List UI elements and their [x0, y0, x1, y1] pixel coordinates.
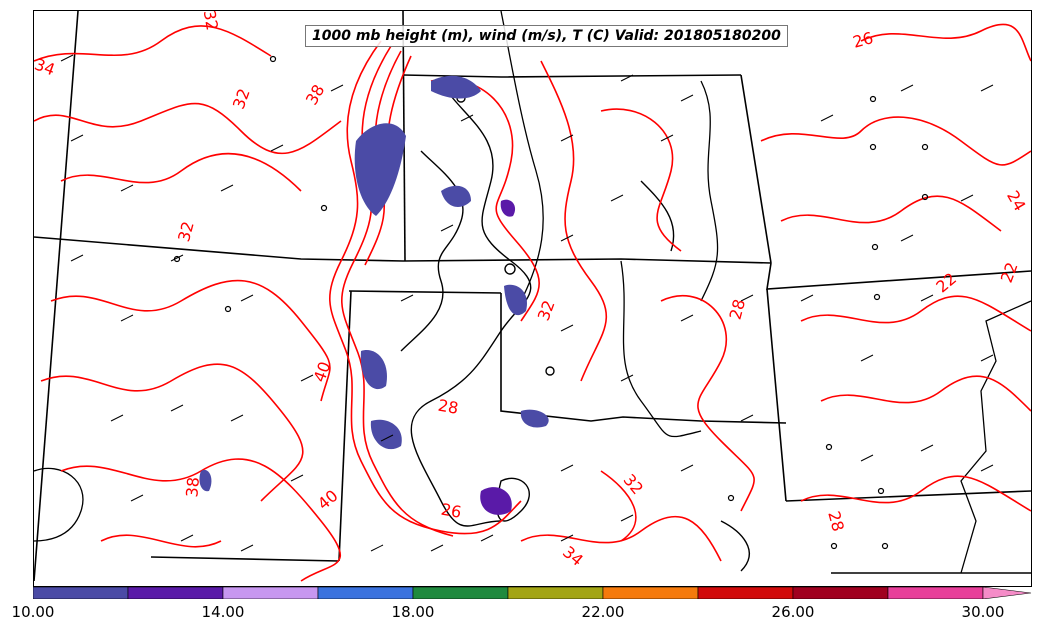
contour-label: 24 — [1003, 187, 1030, 214]
contour-label: 38 — [182, 476, 203, 498]
contour-label: 32 — [620, 470, 648, 498]
colorbar-tick-label: 22.00 — [581, 603, 625, 621]
temperature-contours — [34, 23, 1031, 582]
contour-label: 28 — [725, 297, 749, 322]
colorbar-tick-label: 14.00 — [201, 603, 245, 621]
colorbar-segment — [602, 587, 699, 599]
colorbar-segment — [412, 587, 509, 599]
contour-label: 32 — [229, 86, 254, 112]
colorbar-tick-label: 26.00 — [771, 603, 815, 621]
contour-label: 32 — [200, 11, 222, 32]
calm-wind-markers — [173, 55, 929, 550]
colorbar-tick-label: 18.00 — [391, 603, 435, 621]
colorbar — [33, 587, 1032, 599]
map-panel: 32 34 32 38 32 40 38 40 28 26 32 34 32 2… — [33, 10, 1032, 587]
contour-label: 26 — [851, 28, 876, 52]
contour-label: 34 — [34, 55, 58, 80]
contour-label: 22 — [932, 269, 960, 297]
contour-label: 32 — [174, 219, 198, 244]
colorbar-segment — [127, 587, 224, 599]
colorbar-segment — [697, 587, 794, 599]
contour-label: 28 — [824, 509, 848, 534]
colorbar-segment — [507, 587, 604, 599]
colorbar-segment — [222, 587, 319, 599]
map-title: 1000 mb height (m), wind (m/s), T (C) Va… — [305, 25, 788, 47]
contour-label: 22 — [997, 260, 1022, 286]
colorbar-extend-arrow — [982, 587, 1032, 599]
colorbar-tick-label: 30.00 — [961, 603, 1005, 621]
contour-label: 28 — [437, 396, 460, 418]
colorbar-segment — [33, 587, 129, 599]
wind-barbs — [60, 54, 994, 552]
colorbar-segment — [887, 587, 984, 599]
contour-label: 38 — [302, 81, 329, 108]
contour-label: 40 — [314, 486, 342, 514]
contour-labels: 32 34 32 38 32 40 38 40 28 26 32 34 32 2… — [34, 11, 1030, 570]
height-contours — [400, 93, 750, 572]
contour-label: 34 — [559, 542, 587, 570]
contour-label: 26 — [440, 500, 463, 522]
shaded-field — [199, 75, 549, 515]
colorbar-tick-label: 10.00 — [11, 603, 55, 621]
state-boundaries — [34, 11, 1031, 582]
colorbar-segments — [33, 587, 1032, 599]
colorbar-segment — [792, 587, 889, 599]
contour-label: 32 — [534, 298, 559, 324]
colorbar-segment — [317, 587, 414, 599]
river-boundaries — [34, 11, 1031, 574]
map-canvas: 32 34 32 38 32 40 38 40 28 26 32 34 32 2… — [34, 11, 1031, 582]
contour-label: 40 — [310, 359, 335, 385]
